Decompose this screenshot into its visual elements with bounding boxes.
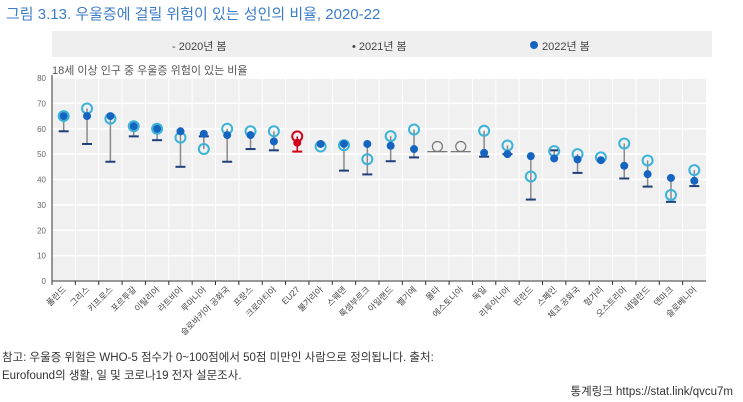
marker-2021 <box>267 125 280 138</box>
marker-2022 <box>106 112 115 121</box>
x-tick-label: 독일 <box>470 284 488 302</box>
marker-2022 <box>666 173 675 182</box>
legend-2021: • 2021년 봄 <box>352 41 407 53</box>
marker-2021 <box>641 154 654 167</box>
marker-2021 <box>688 164 701 177</box>
marker-2021 <box>197 143 210 156</box>
marker-2021 <box>524 170 537 183</box>
y-tick-label: 60 <box>37 125 46 134</box>
marker-2021 <box>127 120 140 133</box>
legend: - 2020년 봄 • 2021년 봄 2022년 봄 <box>52 31 712 57</box>
marker-2022 <box>596 156 605 165</box>
x-tick-label: 몰타 <box>424 284 442 302</box>
marker-2022 <box>129 122 138 131</box>
marker-2022 <box>269 137 278 146</box>
marker-2021 <box>384 130 397 143</box>
x-tick-label: 폴란드 <box>44 284 68 308</box>
marker-2022 <box>293 138 302 147</box>
marker-2021 <box>151 122 164 135</box>
x-tick-label: 아일랜드 <box>366 284 395 313</box>
marker-2022 <box>363 139 372 148</box>
y-axis-label: 18세 이상 인구 중 우울증 위험이 있는 비율 <box>52 65 248 77</box>
x-tick-label: 핀란드 <box>512 284 536 308</box>
chart-title: 그림 3.13. 우울증에 걸릴 위험이 있는 성인의 비율, 2020-22 <box>6 6 381 23</box>
marker-2022 <box>503 150 512 159</box>
y-tick-label: 50 <box>37 150 46 159</box>
marker-2021 <box>478 124 491 137</box>
marker-2021 <box>361 153 374 166</box>
marker-2022 <box>83 112 92 121</box>
x-tick-label: 벨기에 <box>395 284 419 308</box>
marker-2022 <box>176 127 185 136</box>
y-tick-label: 0 <box>42 277 47 286</box>
marker-2022 <box>246 131 255 140</box>
marker-2022 <box>223 131 232 140</box>
marker-2022 <box>339 139 348 148</box>
marker-2022 <box>386 141 395 150</box>
marker-2021 <box>408 123 421 136</box>
y-tick-label: 30 <box>37 201 46 210</box>
y-tick-label: 80 <box>37 74 46 83</box>
note: 참고: 우울증 위험은 WHO-5 점수가 0~100점에서 50점 미만인 사… <box>2 352 434 382</box>
legend-2020: - 2020년 봄 <box>172 41 227 53</box>
marker-2022 <box>59 112 68 121</box>
marker-2022 <box>199 129 208 138</box>
marker-2022 <box>480 148 489 157</box>
y-tick-label: 70 <box>37 99 46 108</box>
legend-2022-dot-icon <box>530 41 538 49</box>
marker-2021 <box>618 137 631 150</box>
y-tick-label: 20 <box>37 226 46 235</box>
marker-2022 <box>550 154 559 163</box>
marker-2022 <box>316 139 325 148</box>
y-tick-label: 10 <box>37 252 46 261</box>
x-tick-label: 불가리아 <box>296 284 325 313</box>
y-tick-label: 40 <box>37 176 46 185</box>
marker-2022 <box>573 155 582 164</box>
marker-2022 <box>153 124 162 133</box>
marker-2021 <box>664 188 677 201</box>
marker-2022 <box>620 161 629 170</box>
marker-2022 <box>410 145 419 154</box>
marker-2022 <box>526 152 535 161</box>
legend-2022: 2022년 봄 <box>542 41 590 53</box>
marker-2021 <box>57 110 70 123</box>
stat-link[interactable]: 통계링크 https://stat.link/qvcu7m <box>570 386 733 398</box>
x-tick-label: 네덜란드 <box>623 284 652 313</box>
marker-2022 <box>643 170 652 179</box>
marker-2022 <box>690 176 699 185</box>
